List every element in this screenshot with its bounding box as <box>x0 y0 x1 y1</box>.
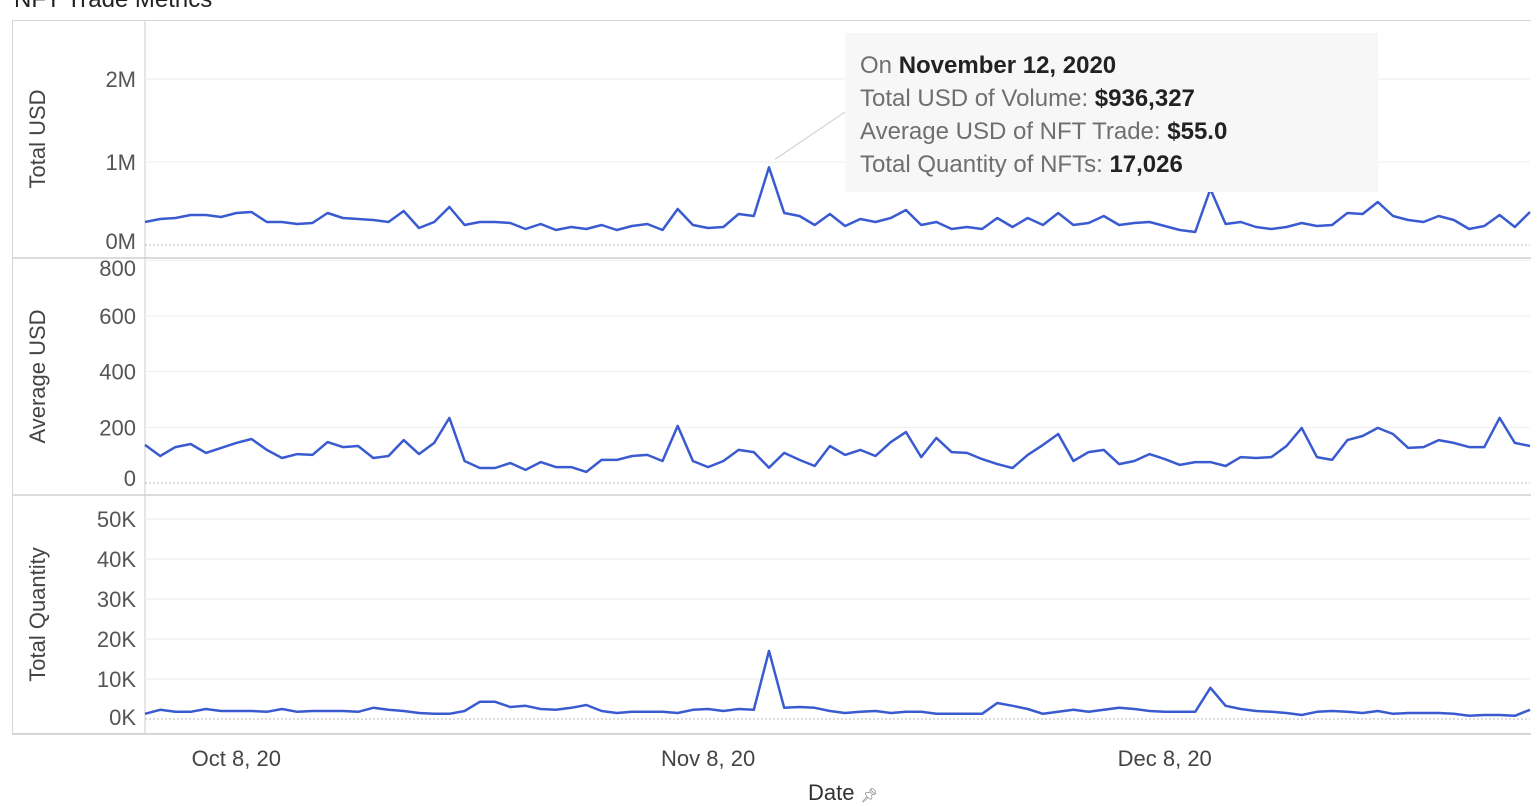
tooltip-date-row: On November 12, 2020 <box>860 49 1378 82</box>
tooltip-label: Average USD of NFT Trade: <box>860 118 1161 145</box>
tooltip-value: $936,327 <box>1094 85 1195 112</box>
tooltip-label: Total USD of Volume: <box>860 85 1089 112</box>
y-tick-label: 50K <box>97 507 136 532</box>
hover-tooltip: On November 12, 2020 Total USD of Volume… <box>845 33 1378 192</box>
y-tick-label: 2M <box>105 67 136 92</box>
tooltip-row-total-usd: Total USD of Volume: $936,327 <box>860 82 1378 115</box>
pin-icon[interactable]: 📌︎ <box>860 787 879 803</box>
series-line-total-quantity <box>144 649 1531 718</box>
tooltip-connector <box>774 111 846 160</box>
y-axis-title: Total Quantity <box>25 547 50 682</box>
chart-title: NFT Trade Metrics <box>14 0 212 14</box>
y-tick-label: 400 <box>99 360 136 385</box>
tooltip-value: 17,026 <box>1109 151 1183 178</box>
series-line-average-usd <box>144 416 1531 474</box>
series-line-total-usd <box>144 166 1531 234</box>
y-tick-label: 0M <box>105 229 136 254</box>
y-axis-title: Average USD <box>25 309 50 443</box>
tooltip-row-average-usd: Average USD of NFT Trade: $55.0 <box>860 115 1378 148</box>
y-tick-label: 10K <box>97 667 136 692</box>
y-tick-label: 30K <box>97 587 136 612</box>
y-tick-label: 200 <box>99 415 136 440</box>
y-tick-label: 800 <box>99 256 136 281</box>
x-tick-label: Nov 8, 20 <box>661 746 755 771</box>
y-tick-label: 40K <box>97 547 136 572</box>
tooltip-value: $55.0 <box>1167 118 1228 145</box>
x-axis-title-text: Date <box>808 780 855 805</box>
tooltip-date: November 12, 2020 <box>898 52 1117 79</box>
tooltip-date-prefix: On <box>860 52 893 79</box>
x-tick-label: Dec 8, 20 <box>1118 746 1212 771</box>
y-tick-label: 0 <box>124 466 136 491</box>
y-tick-label: 600 <box>99 304 136 329</box>
y-axis-title: Total USD <box>25 89 50 188</box>
x-axis-title[interactable]: Date 📌︎ <box>808 780 878 806</box>
x-tick-label: Oct 8, 20 <box>192 746 281 771</box>
tooltip-label: Total Quantity of NFTs: <box>860 151 1103 178</box>
y-tick-label: 0K <box>109 705 136 730</box>
y-tick-label: 20K <box>97 627 136 652</box>
tooltip-row-total-quantity: Total Quantity of NFTs: 17,026 <box>860 148 1378 181</box>
y-tick-label: 1M <box>105 150 136 175</box>
